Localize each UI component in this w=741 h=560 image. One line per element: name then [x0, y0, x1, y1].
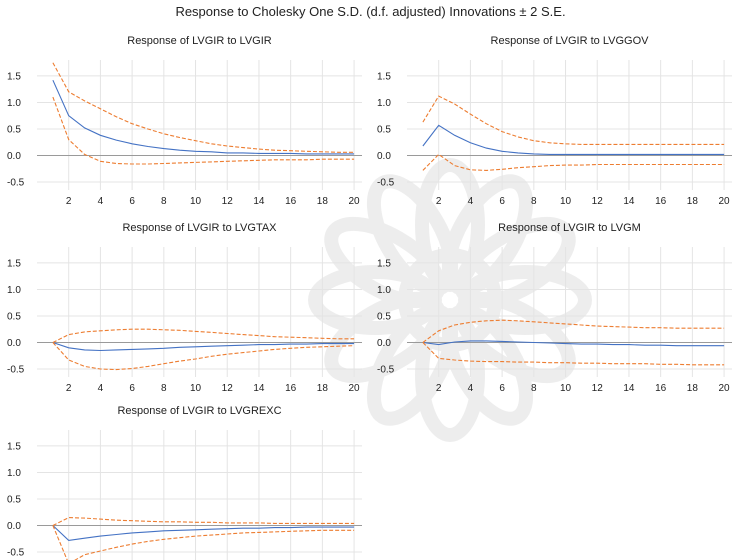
x-tick-label: 10	[190, 196, 202, 207]
x-tick-label: 4	[98, 383, 104, 394]
x-tick-label: 20	[349, 383, 361, 394]
x-tick-label: 12	[592, 383, 604, 394]
x-tick-label: 16	[655, 383, 667, 394]
figure-title: Response to Cholesky One S.D. (d.f. adju…	[0, 4, 741, 19]
x-tick-label: 16	[655, 196, 667, 207]
irf-chart-lvgir-to-lvgm: Response of LVGIR to LVGM 2 4 6 8 10 12 14 16 18 2…	[370, 217, 740, 417]
upper-band-line	[53, 518, 354, 526]
y-tick-label: -0.5	[377, 365, 395, 376]
response-series-line	[53, 80, 354, 154]
y-tick-label: 0.0	[377, 151, 391, 162]
y-tick-label: 0.5	[7, 311, 21, 322]
y-tick-label: 0.0	[7, 151, 21, 162]
y-tick-label: -0.5	[7, 178, 25, 189]
x-tick-label: 6	[129, 383, 135, 394]
x-tick-label: 2	[436, 383, 442, 394]
chart-title: Response of LVGIR to LVGIR	[127, 35, 272, 47]
x-tick-label: 6	[499, 383, 505, 394]
x-tick-label: 14	[623, 196, 635, 207]
irf-chart-lvgir-to-lvgtax: Response of LVGIR to LVGTAX 2 4 6 8 10 12 14 16 1…	[0, 217, 370, 417]
x-tick-label: 2	[436, 196, 442, 207]
x-tick-label: 18	[687, 383, 699, 394]
lower-band-line	[423, 154, 724, 170]
upper-band-line	[53, 329, 354, 342]
x-tick-label: 20	[719, 383, 731, 394]
x-tick-label: 14	[253, 383, 265, 394]
y-tick-label: -0.5	[7, 548, 25, 559]
y-tick-label: 0.5	[377, 311, 391, 322]
x-tick-label: 6	[499, 196, 505, 207]
response-series-line	[53, 526, 354, 541]
y-tick-label: 1.0	[7, 468, 21, 479]
y-tick-label: 0.5	[7, 124, 21, 135]
irf-chart-lvgir-to-lvgrexc: Response of LVGIR to LVGREXC 1.5 1.0 0.5 0.0…	[0, 400, 370, 560]
y-tick-label: 1.5	[7, 258, 21, 269]
upper-band-line	[423, 320, 724, 342]
x-tick-label: 16	[285, 383, 297, 394]
y-tick-label: -0.5	[7, 365, 25, 376]
irf-chart-lvgir-to-lvgir: Response of LVGIR to LVGIR 2 4 6 8 10 12 14 16 18…	[0, 30, 370, 230]
y-tick-label: 0.0	[7, 521, 21, 532]
chart-title: Response of LVGIR to LVGGOV	[491, 35, 650, 47]
y-tick-label: -0.5	[377, 178, 395, 189]
lower-band-line	[53, 526, 354, 560]
x-tick-label: 4	[98, 196, 104, 207]
y-tick-label: 0.5	[377, 124, 391, 135]
y-tick-label: 1.5	[377, 258, 391, 269]
x-tick-label: 8	[531, 196, 537, 207]
x-tick-label: 6	[129, 196, 135, 207]
x-tick-label: 20	[349, 196, 361, 207]
x-tick-label: 16	[285, 196, 297, 207]
response-series-line	[423, 125, 724, 154]
upper-band-line	[423, 96, 724, 144]
x-tick-label: 8	[531, 383, 537, 394]
x-tick-label: 14	[623, 383, 635, 394]
y-tick-label: 1.0	[377, 285, 391, 296]
y-tick-label: 0.5	[7, 494, 21, 505]
y-tick-label: 0.0	[377, 338, 391, 349]
x-tick-label: 18	[317, 383, 329, 394]
x-tick-label: 12	[592, 196, 604, 207]
y-tick-label: 1.5	[7, 441, 21, 452]
y-tick-label: 0.0	[7, 338, 21, 349]
y-tick-label: 1.0	[7, 285, 21, 296]
x-tick-label: 2	[66, 383, 72, 394]
x-tick-label: 18	[687, 196, 699, 207]
irf-chart-lvgir-to-lvggov: Response of LVGIR to LVGGOV 2 4 6 8 10 12 14 16 1…	[370, 30, 740, 230]
x-tick-label: 10	[560, 383, 572, 394]
x-tick-label: 4	[468, 383, 474, 394]
chart-title: Response of LVGIR to LVGTAX	[122, 222, 277, 234]
response-series-line	[423, 341, 724, 346]
x-tick-label: 4	[468, 196, 474, 207]
chart-title: Response of LVGIR to LVGM	[498, 222, 641, 234]
y-tick-label: 1.5	[7, 71, 21, 82]
x-tick-label: 8	[161, 383, 167, 394]
x-tick-label: 10	[190, 383, 202, 394]
x-tick-label: 12	[222, 383, 234, 394]
chart-title: Response of LVGIR to LVGREXC	[117, 405, 281, 417]
y-tick-label: 1.5	[377, 71, 391, 82]
x-tick-label: 12	[222, 196, 234, 207]
x-tick-label: 10	[560, 196, 572, 207]
x-tick-label: 8	[161, 196, 167, 207]
x-tick-label: 18	[317, 196, 329, 207]
y-tick-label: 1.0	[7, 98, 21, 109]
x-tick-label: 20	[719, 196, 731, 207]
x-tick-label: 14	[253, 196, 265, 207]
response-series-line	[53, 343, 354, 351]
x-tick-label: 2	[66, 196, 72, 207]
y-tick-label: 1.0	[377, 98, 391, 109]
